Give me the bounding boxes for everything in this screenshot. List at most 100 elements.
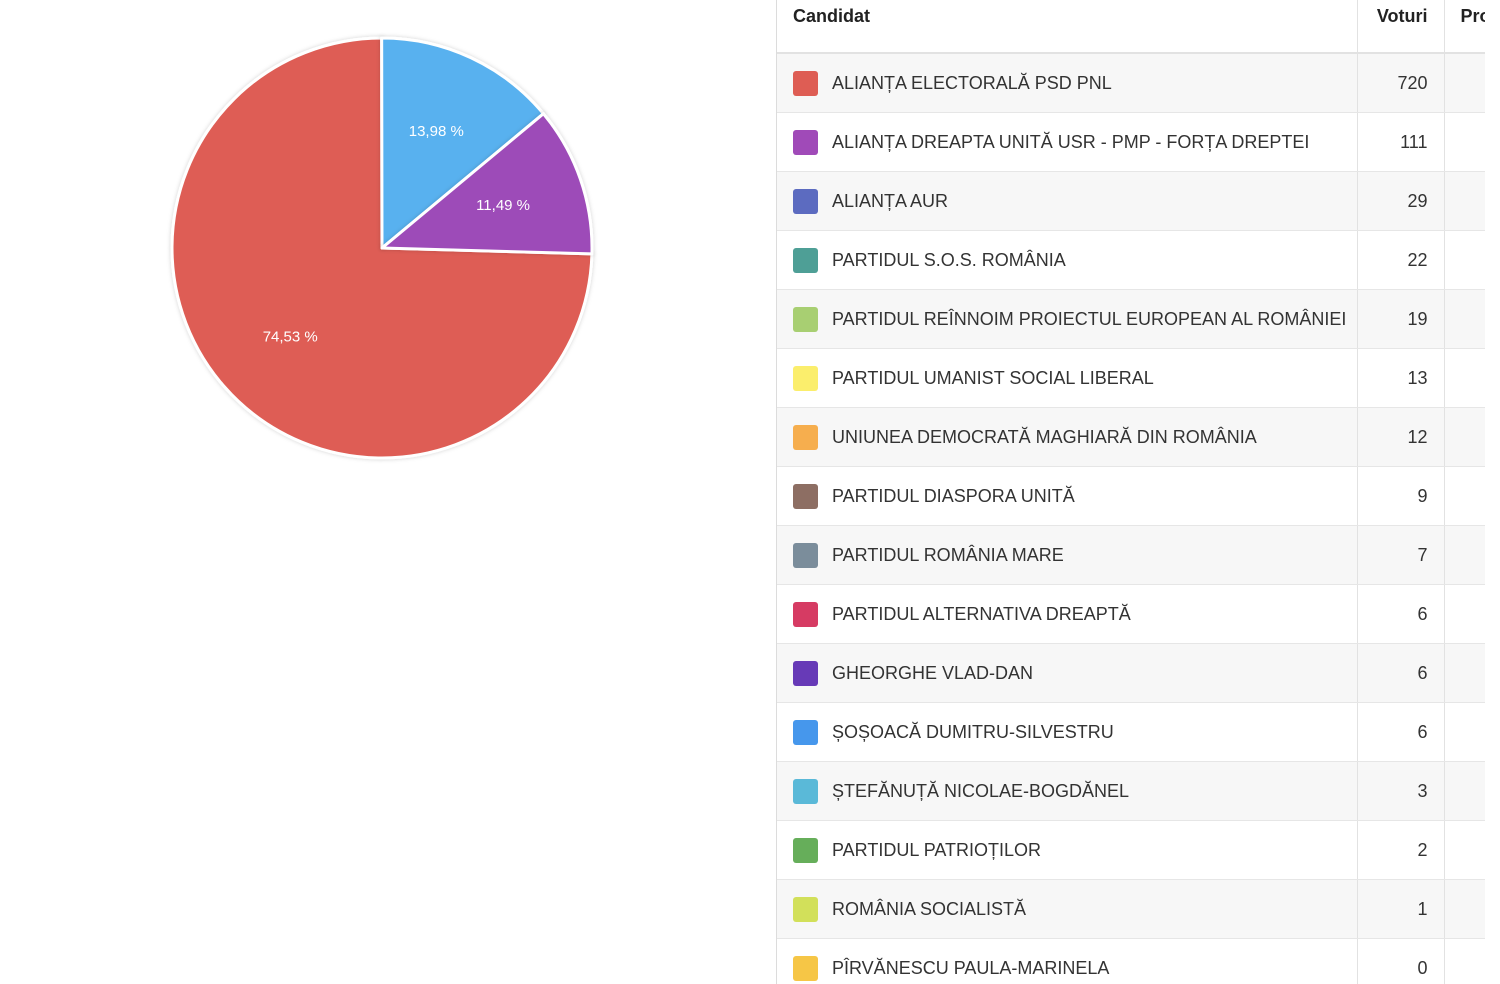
votes-cell: 6	[1356, 702, 1444, 762]
votes-cell: 111	[1356, 112, 1444, 172]
color-swatch	[793, 778, 818, 804]
percent-cell	[1443, 761, 1485, 821]
pie-slice-label-2: 11,49 %	[476, 197, 530, 214]
percent-cell	[1443, 112, 1485, 172]
candidate-name: PARTIDUL UMANIST SOCIAL LIBERAL	[832, 367, 1154, 388]
candidate-cell: PARTIDUL DIASPORA UNITĂ	[777, 466, 1357, 526]
table-row[interactable]: PARTIDUL ROMÂNIA MARE 7	[777, 525, 1485, 585]
table-row[interactable]: PARTIDUL UMANIST SOCIAL LIBERAL 13	[777, 348, 1485, 408]
pie-chart-area: 74,53 % 13,98 % 11,49 %	[170, 36, 594, 460]
candidate-name: ȘTEFĂNUȚĂ NICOLAE-BOGDĂNEL	[832, 780, 1130, 801]
color-swatch	[793, 896, 818, 922]
table-row[interactable]: ȘOȘOACĂ DUMITRU-SILVESTRU 6	[777, 702, 1485, 762]
table-row[interactable]: PARTIDUL DIASPORA UNITĂ 9	[777, 466, 1485, 526]
color-swatch	[793, 247, 818, 273]
candidate-name: ALIANȚA AUR	[832, 190, 949, 211]
candidate-cell: PARTIDUL ALTERNATIVA DREAPTĂ	[777, 584, 1357, 644]
candidate-name: ALIANȚA ELECTORALĂ PSD PNL	[832, 72, 1112, 93]
votes-cell: 29	[1356, 171, 1444, 231]
results-table-area: Candidat Voturi Procent ALIANȚA ELECTORA…	[776, 0, 1500, 984]
color-swatch	[793, 306, 818, 332]
color-swatch	[793, 719, 818, 745]
candidate-name: ROMÂNIA SOCIALISTĂ	[832, 898, 1027, 919]
votes-cell: 6	[1356, 643, 1444, 703]
candidate-name: PARTIDUL S.O.S. ROMÂNIA	[832, 249, 1066, 270]
table-row[interactable]: ȘTEFĂNUȚĂ NICOLAE-BOGDĂNEL 3	[777, 761, 1485, 821]
candidate-cell: ALIANȚA AUR	[777, 171, 1357, 231]
table-row[interactable]: ALIANȚA DREAPTA UNITĂ USR - PMP - FORȚA …	[777, 112, 1485, 172]
results-table: Candidat Voturi Procent ALIANȚA ELECTORA…	[777, 0, 1485, 984]
color-swatch	[793, 70, 818, 96]
candidate-cell: PARTIDUL REÎNNOIM PROIECTUL EUROPEAN AL …	[777, 289, 1357, 349]
pie-slice-2[interactable]	[380, 112, 594, 256]
column-header-percent[interactable]: Procent	[1443, 0, 1485, 54]
table-row[interactable]: GHEORGHE VLAD-DAN 6	[777, 643, 1485, 703]
candidate-cell: UNIUNEA DEMOCRATĂ MAGHIARĂ DIN ROMÂNIA	[777, 407, 1357, 467]
column-header-candidate[interactable]: Candidat	[777, 0, 1357, 54]
percent-cell	[1443, 466, 1485, 526]
votes-cell: 6	[1356, 584, 1444, 644]
color-swatch	[793, 660, 818, 686]
table-header-row: Candidat Voturi Procent	[777, 0, 1485, 54]
table-row[interactable]: ROMÂNIA SOCIALISTĂ 1	[777, 879, 1485, 939]
color-swatch	[793, 955, 818, 981]
votes-cell: 1	[1356, 879, 1444, 939]
color-swatch	[793, 365, 818, 391]
percent-cell	[1443, 230, 1485, 290]
color-swatch	[793, 601, 818, 627]
table-row[interactable]: PARTIDUL ALTERNATIVA DREAPTĂ 6	[777, 584, 1485, 644]
candidate-cell: ALIANȚA ELECTORALĂ PSD PNL	[777, 53, 1357, 113]
percent-cell	[1443, 643, 1485, 703]
candidate-cell: ROMÂNIA SOCIALISTĂ	[777, 879, 1357, 939]
candidate-name: PARTIDUL DIASPORA UNITĂ	[832, 485, 1075, 506]
column-header-votes[interactable]: Voturi	[1356, 0, 1444, 54]
color-swatch	[793, 424, 818, 450]
candidate-name: PÎRVĂNESCU PAULA-MARINELA	[832, 957, 1110, 978]
pie-slice-1[interactable]	[380, 36, 545, 250]
candidate-name: PARTIDUL PATRIOȚILOR	[832, 839, 1042, 860]
table-row[interactable]: PÎRVĂNESCU PAULA-MARINELA 0	[777, 938, 1485, 984]
candidate-cell: ALIANȚA DREAPTA UNITĂ USR - PMP - FORȚA …	[777, 112, 1357, 172]
candidate-cell: PARTIDUL S.O.S. ROMÂNIA	[777, 230, 1357, 290]
percent-cell	[1443, 53, 1485, 113]
percent-cell	[1443, 525, 1485, 585]
color-swatch	[793, 188, 818, 214]
percent-cell	[1443, 938, 1485, 984]
percent-cell	[1443, 348, 1485, 408]
pie-slice-label-1: 13,98 %	[409, 123, 464, 140]
candidate-cell: ȘTEFĂNUȚĂ NICOLAE-BOGDĂNEL	[777, 761, 1357, 821]
percent-cell	[1443, 289, 1485, 349]
table-row[interactable]: ALIANȚA ELECTORALĂ PSD PNL 720	[777, 53, 1485, 113]
pie-slice-label-0: 74,53 %	[263, 328, 318, 345]
table-row[interactable]: UNIUNEA DEMOCRATĂ MAGHIARĂ DIN ROMÂNIA 12	[777, 407, 1485, 467]
color-swatch	[793, 483, 818, 509]
votes-cell: 2	[1356, 820, 1444, 880]
percent-cell	[1443, 879, 1485, 939]
votes-cell: 13	[1356, 348, 1444, 408]
table-row[interactable]: PARTIDUL REÎNNOIM PROIECTUL EUROPEAN AL …	[777, 289, 1485, 349]
candidate-cell: PARTIDUL UMANIST SOCIAL LIBERAL	[777, 348, 1357, 408]
votes-cell: 9	[1356, 466, 1444, 526]
table-row[interactable]: PARTIDUL S.O.S. ROMÂNIA 22	[777, 230, 1485, 290]
table-row[interactable]: ALIANȚA AUR 29	[777, 171, 1485, 231]
table-row[interactable]: PARTIDUL PATRIOȚILOR 2	[777, 820, 1485, 880]
color-swatch	[793, 129, 818, 155]
votes-cell: 7	[1356, 525, 1444, 585]
candidate-name: ȘOȘOACĂ DUMITRU-SILVESTRU	[832, 721, 1114, 742]
candidate-cell: PARTIDUL ROMÂNIA MARE	[777, 525, 1357, 585]
votes-cell: 720	[1356, 53, 1444, 113]
votes-cell: 3	[1356, 761, 1444, 821]
candidate-name: PARTIDUL ROMÂNIA MARE	[832, 544, 1064, 565]
percent-cell	[1443, 171, 1485, 231]
votes-cell: 0	[1356, 938, 1444, 984]
votes-cell: 12	[1356, 407, 1444, 467]
percent-cell	[1443, 702, 1485, 762]
votes-cell: 22	[1356, 230, 1444, 290]
color-swatch	[793, 542, 818, 568]
candidate-cell: GHEORGHE VLAD-DAN	[777, 643, 1357, 703]
votes-cell: 19	[1356, 289, 1444, 349]
candidate-cell: PÎRVĂNESCU PAULA-MARINELA	[777, 938, 1357, 984]
percent-cell	[1443, 584, 1485, 644]
candidate-cell: PARTIDUL PATRIOȚILOR	[777, 820, 1357, 880]
candidate-name: PARTIDUL ALTERNATIVA DREAPTĂ	[832, 603, 1131, 624]
